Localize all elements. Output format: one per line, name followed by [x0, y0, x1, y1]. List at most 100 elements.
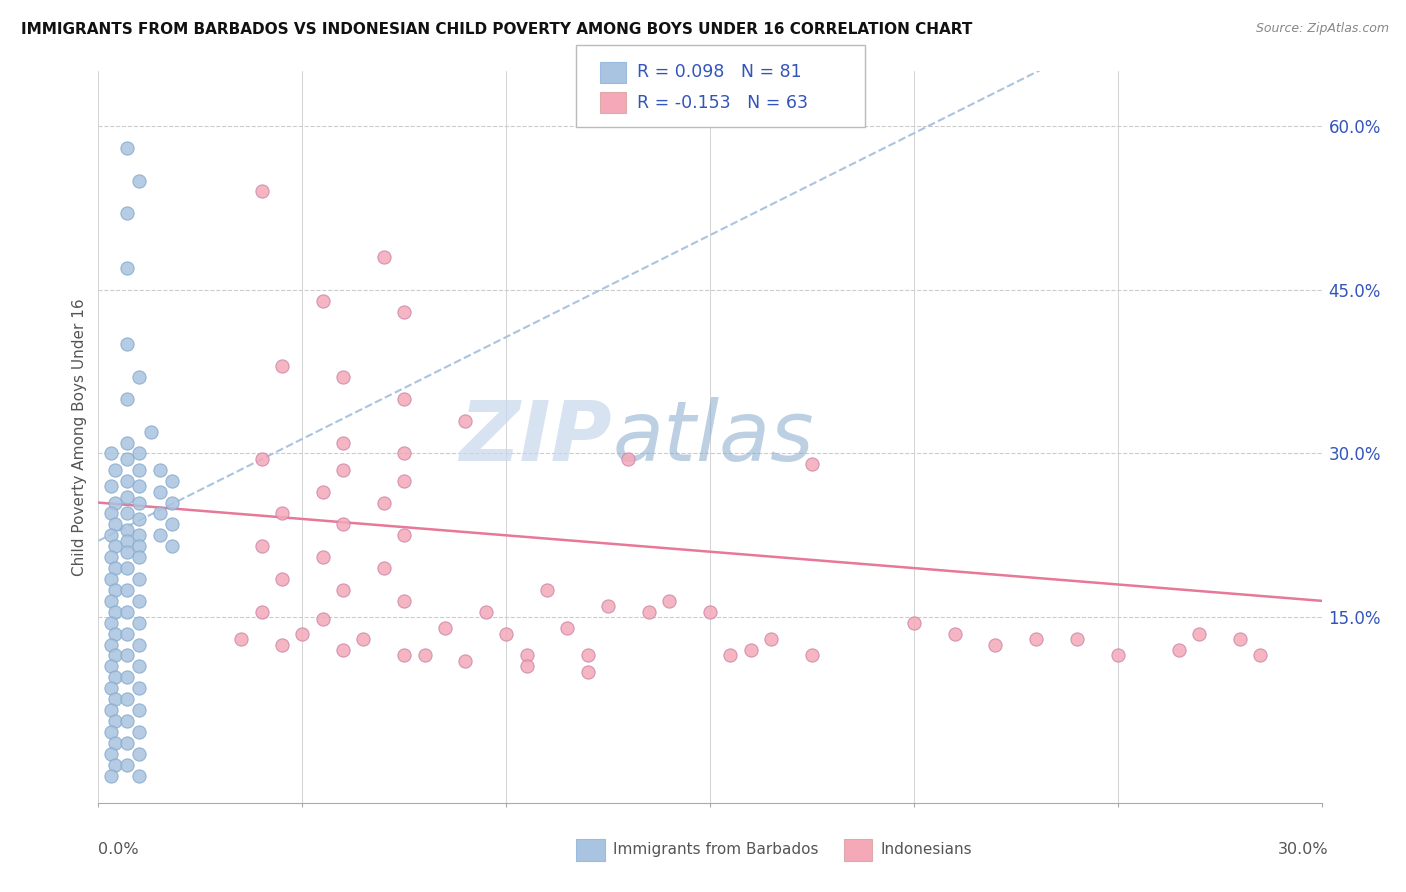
- Text: 0.0%: 0.0%: [98, 842, 139, 856]
- Text: Source: ZipAtlas.com: Source: ZipAtlas.com: [1256, 22, 1389, 36]
- Text: Indonesians: Indonesians: [880, 842, 972, 856]
- Point: [332, 435, 354, 450]
- Point: [332, 370, 354, 384]
- Point: [128, 550, 150, 565]
- Point: [115, 714, 138, 728]
- Point: [115, 141, 138, 155]
- Point: [128, 659, 150, 673]
- Point: [128, 370, 150, 384]
- Point: [100, 572, 122, 586]
- Point: [149, 484, 172, 499]
- Point: [115, 451, 138, 466]
- Point: [115, 545, 138, 559]
- Point: [332, 463, 354, 477]
- Point: [100, 507, 122, 521]
- Point: [576, 648, 599, 663]
- Point: [128, 495, 150, 509]
- Text: IMMIGRANTS FROM BARBADOS VS INDONESIAN CHILD POVERTY AMONG BOYS UNDER 16 CORRELA: IMMIGRANTS FROM BARBADOS VS INDONESIAN C…: [21, 22, 973, 37]
- Point: [536, 582, 558, 597]
- Point: [801, 458, 824, 472]
- Point: [149, 528, 172, 542]
- Point: [104, 582, 127, 597]
- Point: [312, 550, 335, 565]
- Point: [1249, 648, 1271, 663]
- Point: [638, 605, 661, 619]
- Point: [100, 594, 122, 608]
- Point: [250, 451, 273, 466]
- Point: [352, 632, 374, 646]
- Point: [100, 479, 122, 493]
- Point: [160, 539, 183, 553]
- Text: R = -0.153   N = 63: R = -0.153 N = 63: [637, 94, 808, 112]
- Point: [115, 648, 138, 663]
- Point: [332, 643, 354, 657]
- Point: [903, 615, 925, 630]
- Point: [104, 495, 127, 509]
- Point: [392, 648, 416, 663]
- Point: [516, 659, 538, 673]
- Point: [104, 463, 127, 477]
- Point: [115, 206, 138, 220]
- Point: [373, 495, 395, 509]
- Point: [128, 724, 150, 739]
- Point: [115, 736, 138, 750]
- Point: [115, 605, 138, 619]
- Point: [104, 605, 127, 619]
- Point: [104, 736, 127, 750]
- Point: [141, 425, 163, 439]
- Point: [332, 517, 354, 532]
- Point: [115, 523, 138, 537]
- Point: [434, 621, 457, 635]
- Point: [100, 638, 122, 652]
- Point: [104, 648, 127, 663]
- Point: [291, 626, 314, 640]
- Point: [128, 463, 150, 477]
- Point: [699, 605, 721, 619]
- Point: [115, 435, 138, 450]
- Y-axis label: Child Poverty Among Boys Under 16: Child Poverty Among Boys Under 16: [72, 298, 87, 576]
- Point: [312, 484, 335, 499]
- Point: [128, 539, 150, 553]
- Point: [617, 451, 640, 466]
- Point: [720, 648, 742, 663]
- Point: [104, 714, 127, 728]
- Point: [392, 528, 416, 542]
- Point: [100, 528, 122, 542]
- Point: [128, 615, 150, 630]
- Point: [149, 507, 172, 521]
- Point: [250, 185, 273, 199]
- Point: [115, 533, 138, 548]
- Text: ZIP: ZIP: [460, 397, 612, 477]
- Point: [943, 626, 966, 640]
- Point: [149, 463, 172, 477]
- Point: [104, 692, 127, 706]
- Point: [115, 337, 138, 351]
- Point: [104, 626, 127, 640]
- Point: [270, 507, 294, 521]
- Point: [270, 572, 294, 586]
- Point: [115, 507, 138, 521]
- Point: [115, 474, 138, 488]
- Point: [474, 605, 498, 619]
- Point: [100, 703, 122, 717]
- Point: [115, 561, 138, 575]
- Text: atlas: atlas: [612, 397, 814, 477]
- Point: [740, 643, 762, 657]
- Point: [413, 648, 436, 663]
- Point: [160, 474, 183, 488]
- Point: [128, 681, 150, 695]
- Point: [312, 612, 335, 626]
- Point: [270, 359, 294, 373]
- Point: [128, 446, 150, 460]
- Point: [100, 446, 122, 460]
- Point: [128, 512, 150, 526]
- Point: [115, 692, 138, 706]
- Point: [557, 621, 579, 635]
- Point: [454, 414, 477, 428]
- Point: [392, 474, 416, 488]
- Point: [115, 490, 138, 504]
- Point: [332, 582, 354, 597]
- Point: [115, 670, 138, 684]
- Point: [495, 626, 517, 640]
- Point: [115, 757, 138, 772]
